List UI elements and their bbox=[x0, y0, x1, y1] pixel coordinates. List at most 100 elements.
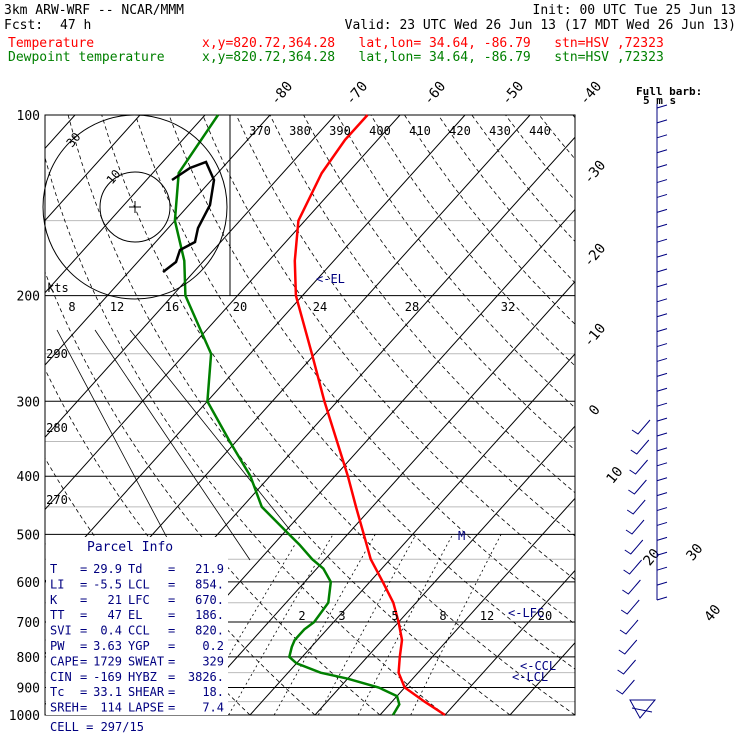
parcel-eq: = bbox=[168, 701, 175, 715]
wind-barb bbox=[656, 402, 668, 407]
wind-barb bbox=[656, 223, 668, 228]
dry-adiabat bbox=[303, 115, 575, 451]
mixing-ratio-label: 3 bbox=[338, 609, 345, 623]
isotherm-label: -50 bbox=[499, 79, 528, 109]
isotherm-label: -20 bbox=[581, 241, 610, 271]
isotherm-line bbox=[45, 115, 401, 511]
isotherm-line bbox=[45, 115, 271, 366]
dry-adiabat bbox=[336, 115, 575, 409]
dry-adiabat bbox=[505, 115, 575, 201]
parcel-value: 29.9 bbox=[93, 562, 122, 576]
speed-tick-label: 24 bbox=[313, 300, 327, 314]
parcel-value: 854. bbox=[195, 577, 224, 591]
parcel-label: Tc bbox=[50, 685, 64, 699]
wind-barb bbox=[656, 238, 668, 243]
isotherm-label: 0 bbox=[586, 402, 604, 419]
wind-barb bbox=[656, 596, 668, 601]
dry-adiabat bbox=[606, 115, 740, 715]
pressure-tick-label: 900 bbox=[17, 682, 40, 697]
speed-tick-label: 28 bbox=[405, 300, 419, 314]
parcel-eq: = bbox=[80, 654, 87, 668]
dry-adiabat bbox=[45, 156, 446, 715]
parcel-label: CIN bbox=[50, 670, 72, 684]
parcel-label: EL bbox=[128, 608, 142, 622]
parcel-label: YGP bbox=[128, 639, 150, 653]
temperature-location: x,y=820.72,364.28 lat,lon= 34.64, -86.79… bbox=[202, 36, 664, 51]
dry-adiabat bbox=[370, 115, 575, 367]
speed-tick-label: 8 bbox=[68, 300, 75, 314]
mixing-ratio-label: 20 bbox=[538, 609, 552, 623]
parcel-eq: = bbox=[168, 593, 175, 607]
parcel-eq: = bbox=[80, 639, 87, 653]
theta-label-left: 280 bbox=[46, 421, 68, 435]
isotherm-label: -70 bbox=[343, 79, 372, 109]
mixing-ratio-line bbox=[410, 534, 502, 715]
wind-barb bbox=[630, 439, 650, 455]
parcel-cell: CELL = 297/15 bbox=[50, 720, 144, 734]
parcel-eq: = bbox=[80, 593, 87, 607]
parcel-value: 21.9 bbox=[195, 562, 224, 576]
speed-tick-label: 16 bbox=[165, 300, 179, 314]
wind-barb bbox=[628, 479, 647, 495]
isotherm-line bbox=[45, 115, 206, 294]
parcel-eq: = bbox=[168, 562, 175, 576]
wind-barb bbox=[656, 208, 668, 213]
temperature-legend: Temperature bbox=[8, 36, 95, 51]
isotherm-line bbox=[444, 569, 575, 715]
parcel-label: LI bbox=[50, 577, 64, 591]
plot-frame bbox=[44, 114, 576, 716]
wind-barb bbox=[656, 551, 668, 556]
isotherm-line bbox=[45, 115, 466, 583]
isotherm-line bbox=[249, 353, 575, 715]
parcel-label: SWEAT bbox=[128, 654, 164, 668]
parcel-label: T bbox=[50, 562, 57, 576]
dewpoint-location: x,y=820.72,364.28 lat,lon= 34.64, -86.79… bbox=[202, 50, 664, 65]
hodograph-trace bbox=[162, 160, 216, 273]
level-annotation: <-LFC bbox=[508, 606, 544, 620]
parcel-value: 329 bbox=[202, 654, 224, 668]
wind-barb bbox=[620, 599, 640, 615]
plot-area bbox=[45, 115, 740, 715]
wind-barb bbox=[656, 357, 668, 362]
speed-tick-label: 12 bbox=[110, 300, 124, 314]
valid-time: Valid: 23 UTC Wed 26 Jun 13 (17 MDT Wed … bbox=[344, 18, 736, 33]
dry-adiabat bbox=[235, 115, 575, 537]
wind-barb bbox=[656, 253, 668, 258]
parcel-eq: = bbox=[168, 624, 175, 638]
parcel-value: 21 bbox=[108, 593, 122, 607]
dewpoint-curve bbox=[173, 114, 401, 716]
theta-label: 390 bbox=[329, 124, 351, 138]
model-title: 3km ARW-WRF -- NCAR/MMM bbox=[4, 3, 185, 18]
speed-guide-line bbox=[94, 329, 251, 561]
parcel-value: 0.4 bbox=[100, 624, 122, 638]
theta-label: 440 bbox=[529, 124, 551, 138]
parcel-eq: = bbox=[80, 577, 87, 591]
wind-barb bbox=[656, 581, 668, 586]
parcel-label: SVI bbox=[50, 624, 72, 638]
wind-barb bbox=[656, 343, 668, 348]
pressure-tick-label: 400 bbox=[17, 470, 40, 485]
parcel-eq: = bbox=[168, 608, 175, 622]
parcel-label: SHEAR bbox=[128, 685, 165, 699]
wind-barb bbox=[656, 328, 668, 333]
isotherm-label: 30 bbox=[683, 541, 706, 564]
speed-guide-line bbox=[129, 329, 291, 531]
parcel-value: 33.1 bbox=[93, 685, 122, 699]
wind-barb bbox=[624, 539, 644, 555]
isotherm-line bbox=[314, 425, 575, 715]
parcel-eq: = bbox=[168, 577, 175, 591]
wind-barb bbox=[656, 104, 668, 109]
parcel-label: PW bbox=[50, 639, 65, 653]
wind-barb bbox=[656, 313, 668, 318]
wind-barb bbox=[656, 417, 668, 422]
mixing-ratio-label: 12 bbox=[480, 609, 494, 623]
parcel-eq: = bbox=[80, 685, 87, 699]
surface-wind-barb bbox=[629, 699, 657, 719]
dry-adiabat bbox=[202, 115, 575, 581]
parcel-value: 47 bbox=[108, 608, 122, 622]
pressure-tick-label: 200 bbox=[17, 290, 40, 305]
parcel-value: 0.2 bbox=[202, 639, 224, 653]
parcel-eq: = bbox=[168, 670, 175, 684]
pressure-tick-label: 500 bbox=[17, 528, 40, 543]
theta-label: 410 bbox=[409, 124, 431, 138]
